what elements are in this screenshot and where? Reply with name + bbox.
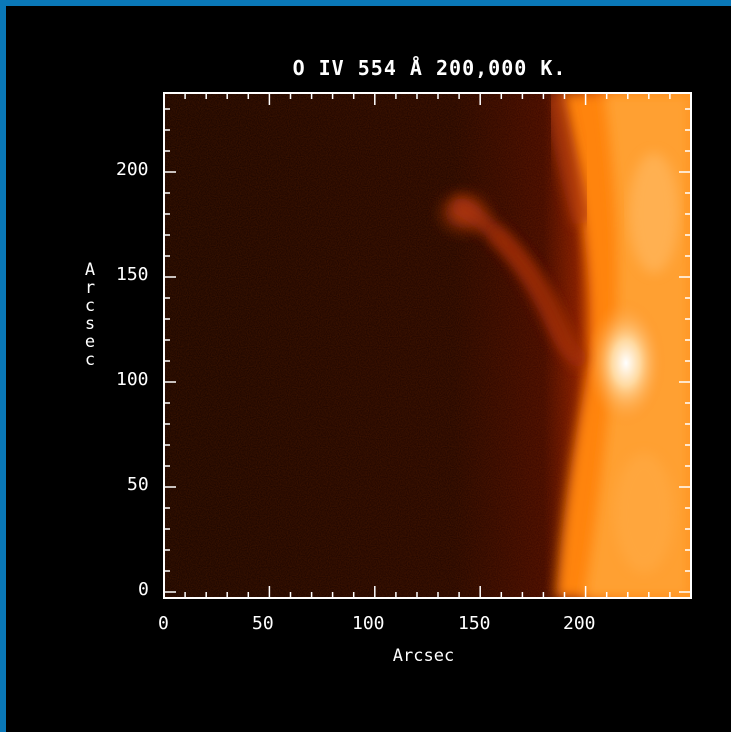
solar-limb-image	[164, 93, 691, 598]
y-axis-label-char: c	[84, 350, 96, 370]
plot-border	[163, 92, 692, 599]
x-tick-label: 100	[352, 613, 385, 634]
x-ticks	[163, 93, 671, 598]
y-axis-label-char: c	[84, 296, 96, 316]
x-axis-label: Arcsec	[392, 646, 455, 666]
x-tick-label: 0	[158, 613, 169, 634]
x-tick-label: 200	[563, 613, 596, 634]
y-tick-label: 100	[116, 369, 149, 390]
y-tick-label: 50	[127, 474, 149, 495]
y-tick-label: 0	[138, 579, 149, 600]
y-tick-label: 150	[116, 264, 149, 285]
plot-title: O IV 554 Å 200,000 K.	[292, 56, 567, 80]
solar-image	[164, 93, 691, 598]
y-tick-label: 200	[116, 159, 149, 180]
x-tick-label: 50	[252, 613, 274, 634]
y-axis-label-char: A	[84, 260, 96, 280]
plot-axes	[163, 92, 692, 599]
x-tick-label: 150	[458, 613, 491, 634]
y-axis-label-char: e	[84, 332, 96, 352]
y-axis-label-char: r	[84, 278, 96, 298]
plot-canvas: O IV 554 Å 200,000 K.	[6, 6, 731, 732]
y-axis-label-char: s	[84, 314, 96, 334]
y-ticks	[164, 108, 691, 593]
